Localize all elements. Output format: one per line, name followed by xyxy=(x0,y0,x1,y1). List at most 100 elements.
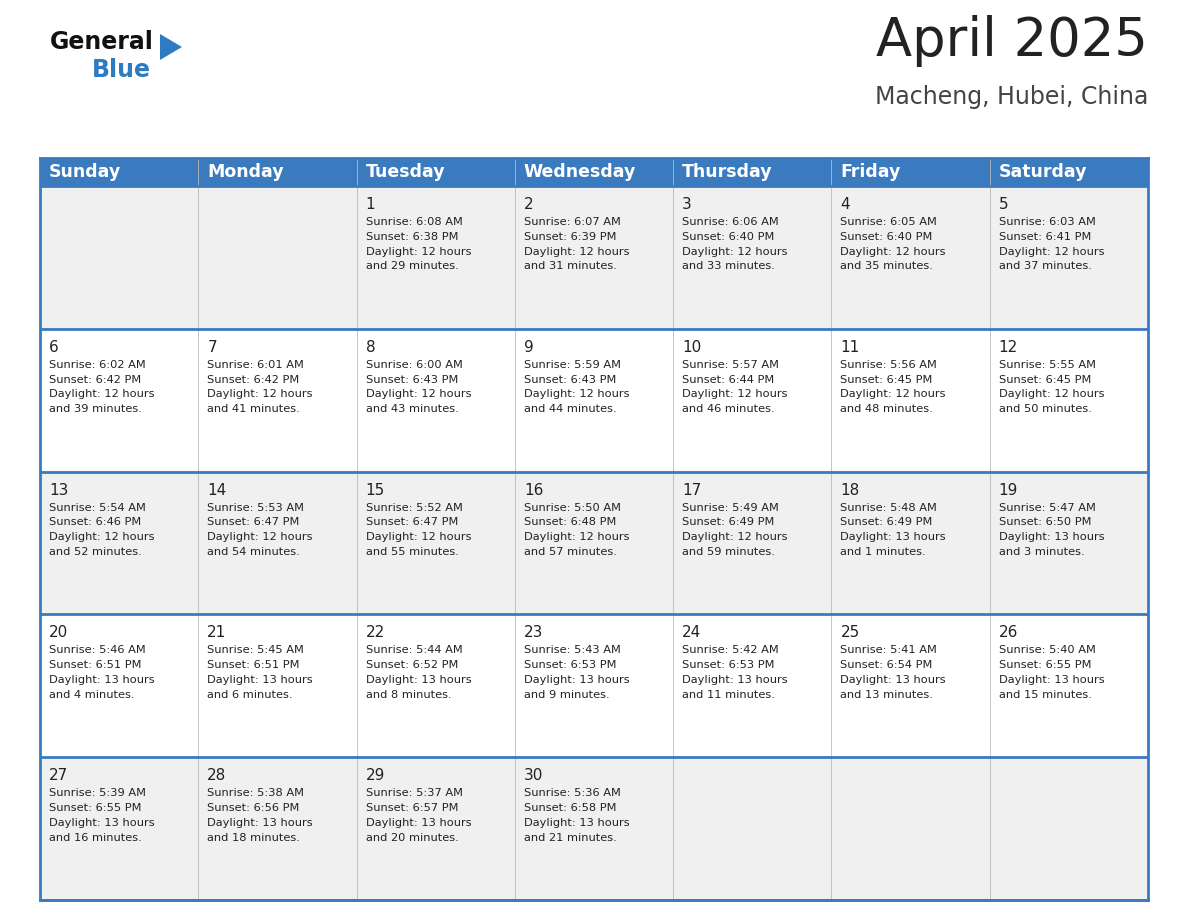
Text: 24: 24 xyxy=(682,625,701,641)
Bar xyxy=(990,614,1148,757)
Bar xyxy=(356,329,514,472)
Text: Wednesday: Wednesday xyxy=(524,163,637,181)
Bar xyxy=(356,614,514,757)
Text: 9: 9 xyxy=(524,340,533,354)
Text: Saturday: Saturday xyxy=(999,163,1087,181)
Text: 27: 27 xyxy=(49,768,68,783)
Text: 7: 7 xyxy=(207,340,217,354)
Text: 14: 14 xyxy=(207,483,227,498)
Text: Sunrise: 6:01 AM
Sunset: 6:42 PM
Daylight: 12 hours
and 41 minutes.: Sunrise: 6:01 AM Sunset: 6:42 PM Dayligh… xyxy=(207,360,312,414)
Bar xyxy=(514,614,674,757)
Bar xyxy=(674,472,832,614)
Text: 13: 13 xyxy=(49,483,69,498)
Text: Sunrise: 5:53 AM
Sunset: 6:47 PM
Daylight: 12 hours
and 54 minutes.: Sunrise: 5:53 AM Sunset: 6:47 PM Dayligh… xyxy=(207,502,312,557)
Text: April 2025: April 2025 xyxy=(876,15,1148,67)
Text: Sunrise: 6:08 AM
Sunset: 6:38 PM
Daylight: 12 hours
and 29 minutes.: Sunrise: 6:08 AM Sunset: 6:38 PM Dayligh… xyxy=(366,217,472,272)
Text: 15: 15 xyxy=(366,483,385,498)
Bar xyxy=(832,614,990,757)
Text: 5: 5 xyxy=(999,197,1009,212)
Bar xyxy=(832,757,990,900)
Text: Sunrise: 5:55 AM
Sunset: 6:45 PM
Daylight: 12 hours
and 50 minutes.: Sunrise: 5:55 AM Sunset: 6:45 PM Dayligh… xyxy=(999,360,1104,414)
Text: Sunrise: 5:57 AM
Sunset: 6:44 PM
Daylight: 12 hours
and 46 minutes.: Sunrise: 5:57 AM Sunset: 6:44 PM Dayligh… xyxy=(682,360,788,414)
Text: Sunrise: 5:52 AM
Sunset: 6:47 PM
Daylight: 12 hours
and 55 minutes.: Sunrise: 5:52 AM Sunset: 6:47 PM Dayligh… xyxy=(366,502,472,557)
Bar xyxy=(40,329,198,472)
Bar xyxy=(40,158,198,186)
Text: 17: 17 xyxy=(682,483,701,498)
Bar xyxy=(514,472,674,614)
Text: Sunrise: 5:49 AM
Sunset: 6:49 PM
Daylight: 12 hours
and 59 minutes.: Sunrise: 5:49 AM Sunset: 6:49 PM Dayligh… xyxy=(682,502,788,557)
Text: Sunrise: 5:54 AM
Sunset: 6:46 PM
Daylight: 12 hours
and 52 minutes.: Sunrise: 5:54 AM Sunset: 6:46 PM Dayligh… xyxy=(49,502,154,557)
Bar xyxy=(514,329,674,472)
Text: Tuesday: Tuesday xyxy=(366,163,446,181)
Bar xyxy=(832,158,990,186)
Bar xyxy=(832,329,990,472)
Text: 29: 29 xyxy=(366,768,385,783)
Text: Sunrise: 6:05 AM
Sunset: 6:40 PM
Daylight: 12 hours
and 35 minutes.: Sunrise: 6:05 AM Sunset: 6:40 PM Dayligh… xyxy=(840,217,946,272)
Text: 1: 1 xyxy=(366,197,375,212)
Text: Thursday: Thursday xyxy=(682,163,772,181)
Bar xyxy=(40,757,198,900)
Bar xyxy=(990,757,1148,900)
Bar xyxy=(198,757,356,900)
Text: Sunrise: 5:42 AM
Sunset: 6:53 PM
Daylight: 13 hours
and 11 minutes.: Sunrise: 5:42 AM Sunset: 6:53 PM Dayligh… xyxy=(682,645,788,700)
Text: Sunrise: 5:50 AM
Sunset: 6:48 PM
Daylight: 12 hours
and 57 minutes.: Sunrise: 5:50 AM Sunset: 6:48 PM Dayligh… xyxy=(524,502,630,557)
Bar xyxy=(40,614,198,757)
Text: Sunrise: 5:43 AM
Sunset: 6:53 PM
Daylight: 13 hours
and 9 minutes.: Sunrise: 5:43 AM Sunset: 6:53 PM Dayligh… xyxy=(524,645,630,700)
Bar xyxy=(832,472,990,614)
Bar xyxy=(990,329,1148,472)
Text: 4: 4 xyxy=(840,197,851,212)
Bar xyxy=(832,186,990,329)
Text: General: General xyxy=(50,30,154,54)
Text: Sunrise: 5:45 AM
Sunset: 6:51 PM
Daylight: 13 hours
and 6 minutes.: Sunrise: 5:45 AM Sunset: 6:51 PM Dayligh… xyxy=(207,645,312,700)
Text: Sunrise: 5:36 AM
Sunset: 6:58 PM
Daylight: 13 hours
and 21 minutes.: Sunrise: 5:36 AM Sunset: 6:58 PM Dayligh… xyxy=(524,789,630,843)
Bar xyxy=(674,614,832,757)
Text: Sunrise: 5:56 AM
Sunset: 6:45 PM
Daylight: 12 hours
and 48 minutes.: Sunrise: 5:56 AM Sunset: 6:45 PM Dayligh… xyxy=(840,360,946,414)
Bar xyxy=(198,614,356,757)
Text: 2: 2 xyxy=(524,197,533,212)
Bar xyxy=(356,472,514,614)
Bar xyxy=(356,757,514,900)
Text: 22: 22 xyxy=(366,625,385,641)
Bar xyxy=(674,186,832,329)
Text: Sunrise: 6:00 AM
Sunset: 6:43 PM
Daylight: 12 hours
and 43 minutes.: Sunrise: 6:00 AM Sunset: 6:43 PM Dayligh… xyxy=(366,360,472,414)
Text: 23: 23 xyxy=(524,625,543,641)
Text: 28: 28 xyxy=(207,768,227,783)
Bar xyxy=(198,472,356,614)
Bar xyxy=(356,186,514,329)
Text: Macheng, Hubei, China: Macheng, Hubei, China xyxy=(874,85,1148,109)
Text: Sunrise: 5:39 AM
Sunset: 6:55 PM
Daylight: 13 hours
and 16 minutes.: Sunrise: 5:39 AM Sunset: 6:55 PM Dayligh… xyxy=(49,789,154,843)
Text: Sunrise: 6:03 AM
Sunset: 6:41 PM
Daylight: 12 hours
and 37 minutes.: Sunrise: 6:03 AM Sunset: 6:41 PM Dayligh… xyxy=(999,217,1104,272)
Bar xyxy=(990,186,1148,329)
Text: Sunrise: 5:44 AM
Sunset: 6:52 PM
Daylight: 13 hours
and 8 minutes.: Sunrise: 5:44 AM Sunset: 6:52 PM Dayligh… xyxy=(366,645,472,700)
Bar xyxy=(198,329,356,472)
Text: 12: 12 xyxy=(999,340,1018,354)
Bar xyxy=(674,158,832,186)
Text: 25: 25 xyxy=(840,625,860,641)
Text: Sunrise: 5:47 AM
Sunset: 6:50 PM
Daylight: 13 hours
and 3 minutes.: Sunrise: 5:47 AM Sunset: 6:50 PM Dayligh… xyxy=(999,502,1105,557)
Bar xyxy=(514,158,674,186)
Bar xyxy=(514,757,674,900)
Text: 26: 26 xyxy=(999,625,1018,641)
Text: Sunrise: 5:37 AM
Sunset: 6:57 PM
Daylight: 13 hours
and 20 minutes.: Sunrise: 5:37 AM Sunset: 6:57 PM Dayligh… xyxy=(366,789,472,843)
Text: Sunrise: 6:02 AM
Sunset: 6:42 PM
Daylight: 12 hours
and 39 minutes.: Sunrise: 6:02 AM Sunset: 6:42 PM Dayligh… xyxy=(49,360,154,414)
Text: Monday: Monday xyxy=(207,163,284,181)
Text: 6: 6 xyxy=(49,340,58,354)
Text: Blue: Blue xyxy=(91,58,151,82)
Bar xyxy=(674,329,832,472)
Text: 8: 8 xyxy=(366,340,375,354)
Text: Sunrise: 5:46 AM
Sunset: 6:51 PM
Daylight: 13 hours
and 4 minutes.: Sunrise: 5:46 AM Sunset: 6:51 PM Dayligh… xyxy=(49,645,154,700)
Bar xyxy=(198,158,356,186)
Bar xyxy=(990,158,1148,186)
Text: Sunday: Sunday xyxy=(49,163,121,181)
Bar xyxy=(514,186,674,329)
Bar xyxy=(198,186,356,329)
Text: 18: 18 xyxy=(840,483,860,498)
Text: Sunrise: 5:48 AM
Sunset: 6:49 PM
Daylight: 13 hours
and 1 minutes.: Sunrise: 5:48 AM Sunset: 6:49 PM Dayligh… xyxy=(840,502,946,557)
Bar xyxy=(674,757,832,900)
Bar xyxy=(990,472,1148,614)
Text: Sunrise: 6:06 AM
Sunset: 6:40 PM
Daylight: 12 hours
and 33 minutes.: Sunrise: 6:06 AM Sunset: 6:40 PM Dayligh… xyxy=(682,217,788,272)
Text: 16: 16 xyxy=(524,483,543,498)
Text: 21: 21 xyxy=(207,625,227,641)
Bar xyxy=(40,472,198,614)
Text: Sunrise: 6:07 AM
Sunset: 6:39 PM
Daylight: 12 hours
and 31 minutes.: Sunrise: 6:07 AM Sunset: 6:39 PM Dayligh… xyxy=(524,217,630,272)
